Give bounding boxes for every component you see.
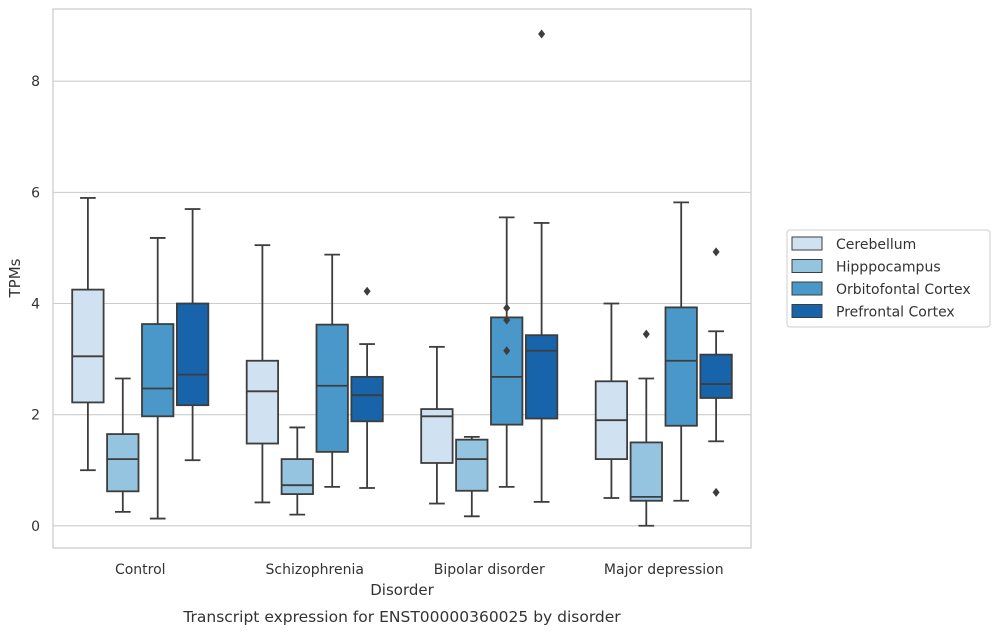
outlier-point <box>538 29 546 39</box>
boxes <box>71 29 733 527</box>
box-group <box>664 201 698 502</box>
outlier-point <box>712 487 720 497</box>
x-tick-label: Major depression <box>604 562 724 578</box>
x-axis-label: Disorder <box>370 581 434 599</box>
outlier-point <box>642 329 650 339</box>
legend-swatch <box>791 259 823 273</box>
iqr-box <box>315 323 349 453</box>
box-group <box>71 197 105 472</box>
x-tick-label: Control <box>115 562 166 578</box>
iqr-box <box>175 302 210 407</box>
outlier-point <box>503 315 511 325</box>
y-axis-ticks: 0 2 4 6 8 <box>31 74 40 535</box>
box-group <box>594 302 629 499</box>
legend-frame <box>786 229 991 328</box>
iqr-box <box>71 288 105 404</box>
legend-swatch <box>791 281 823 296</box>
iqr-box <box>245 359 280 445</box>
legend-label: Hipppocampus <box>836 260 941 276</box>
box-group <box>350 286 384 489</box>
iqr-box <box>524 334 559 420</box>
y-tick-label: 6 <box>31 185 40 201</box>
iqr-box <box>664 306 698 427</box>
box-group <box>141 237 175 520</box>
box-group <box>175 208 210 462</box>
iqr-box <box>280 458 314 495</box>
iqr-box <box>699 353 733 399</box>
box-group <box>699 247 733 497</box>
y-axis-label: TPMs <box>6 258 24 298</box>
x-tick-label: Bipolar disorder <box>434 562 545 578</box>
iqr-box <box>106 433 140 493</box>
box-group <box>280 426 314 516</box>
outlier-point <box>503 303 511 313</box>
iqr-box <box>629 441 663 502</box>
legend-swatch <box>791 304 823 318</box>
legend-label: Orbitofontal Cortex <box>836 282 971 298</box>
box-group <box>315 253 349 488</box>
iqr-box <box>141 323 175 418</box>
box-group <box>420 345 454 505</box>
legend-swatch <box>791 236 823 251</box>
plot-area-frame <box>52 8 752 549</box>
box-group <box>490 216 524 488</box>
y-tick-label: 0 <box>31 519 40 535</box>
box-group <box>245 244 280 504</box>
iqr-box <box>420 408 454 464</box>
box-group <box>629 329 663 527</box>
outlier-point <box>363 286 371 296</box>
legend-label: Prefrontal Cortex <box>836 305 955 321</box>
box-group <box>455 435 489 518</box>
y-tick-label: 2 <box>31 408 40 424</box>
iqr-box <box>490 316 524 426</box>
chart-caption: Transcript expression for ENST0000036002… <box>182 608 621 626</box>
x-axis-ticks: Control Schizophrenia Bipolar disorder Majo… <box>115 562 724 578</box>
box-group <box>524 29 559 503</box>
x-tick-label: Schizophrenia <box>266 562 364 578</box>
outlier-point <box>503 346 511 356</box>
outlier-point <box>712 247 720 257</box>
legend-label: Cerebellum <box>836 237 916 253</box>
y-tick-label: 8 <box>31 74 40 90</box>
y-tick-label: 4 <box>31 297 40 313</box>
iqr-box <box>350 375 384 423</box>
iqr-box <box>455 438 489 492</box>
legend: Cerebellum Hipppocampus Orbitofontal Corte… <box>786 229 991 328</box>
box-group <box>106 377 140 513</box>
